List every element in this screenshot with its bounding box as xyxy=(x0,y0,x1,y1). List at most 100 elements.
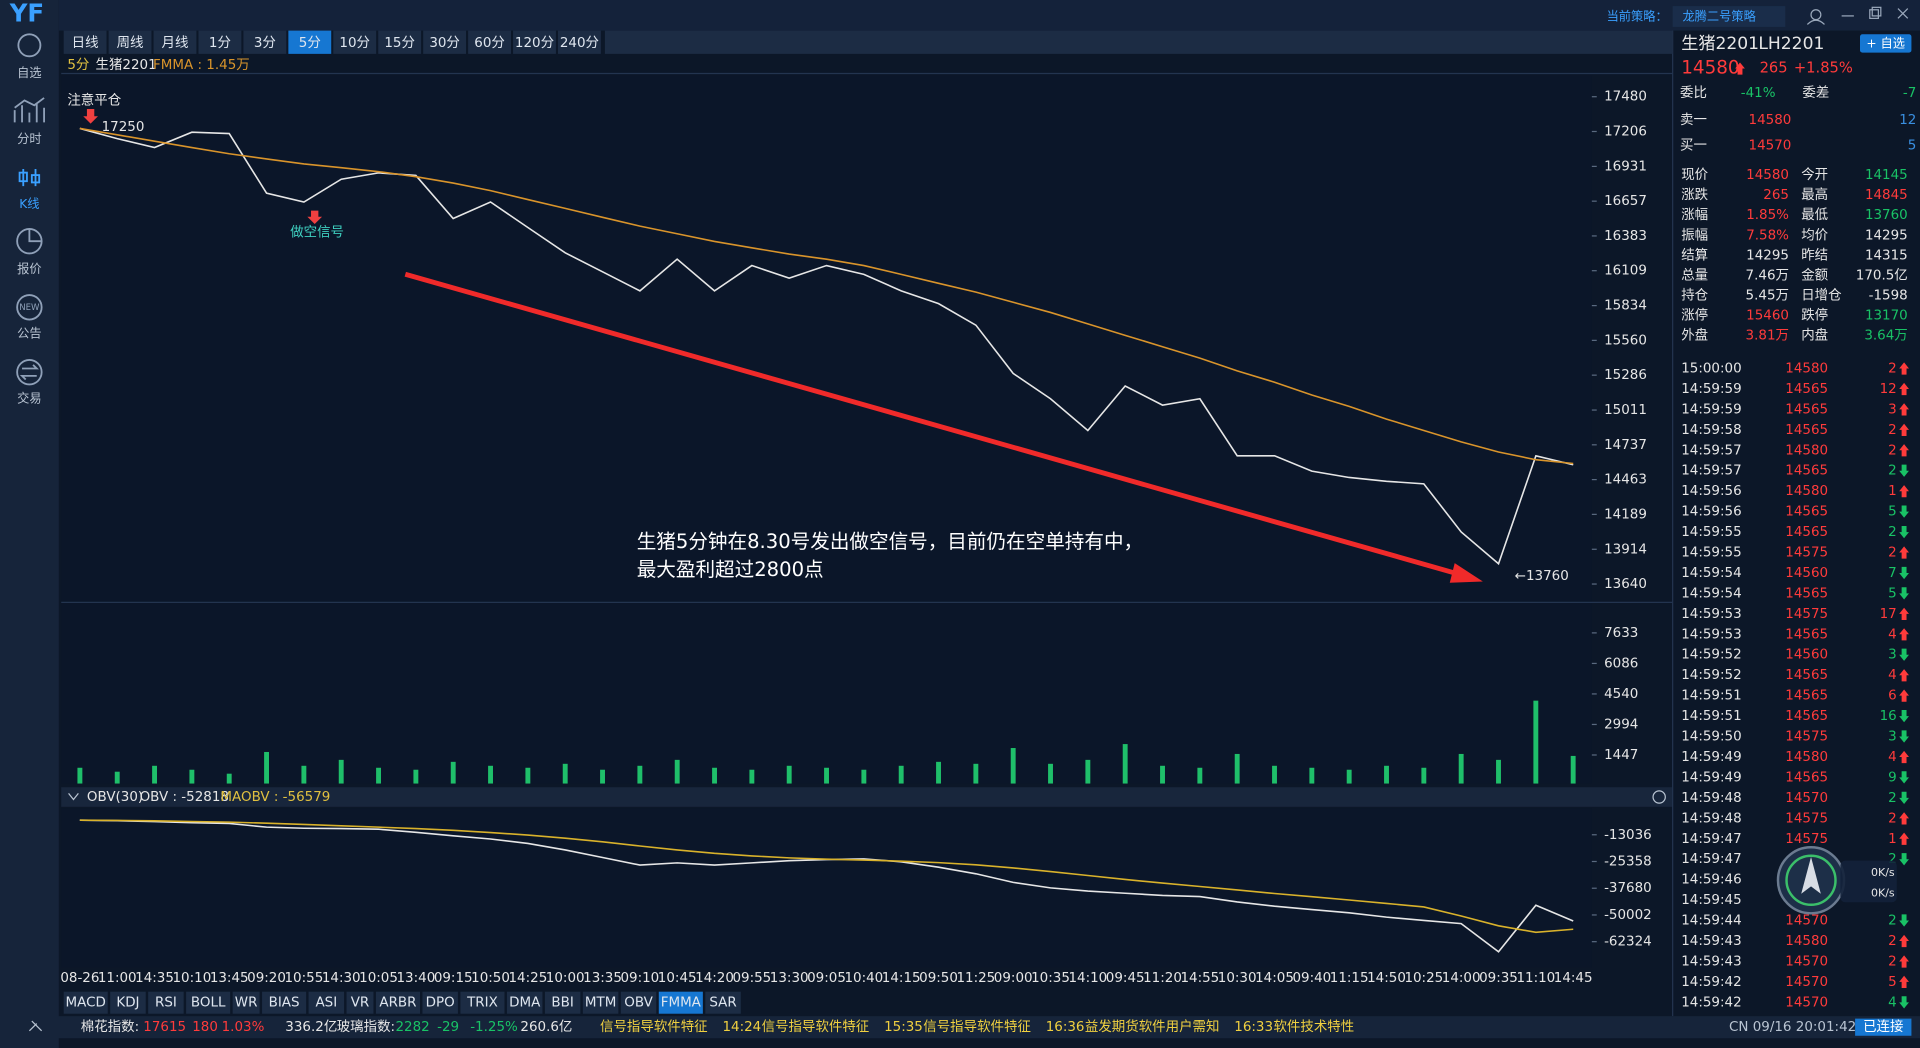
index-change: 180 xyxy=(192,1020,218,1035)
indicator-tab[interactable] xyxy=(506,991,543,1014)
nav-item[interactable]: 交易 xyxy=(17,391,41,406)
indicator-tab[interactable] xyxy=(460,991,505,1014)
period-tab[interactable] xyxy=(198,30,242,54)
indicator-tab[interactable] xyxy=(544,991,581,1014)
period-tab[interactable] xyxy=(468,30,511,54)
collapse-icon[interactable] xyxy=(68,792,79,801)
label: 均价 xyxy=(1801,227,1828,243)
nav-item[interactable]: 分时 xyxy=(17,132,41,146)
period-tab[interactable] xyxy=(513,30,556,54)
period-label[interactable]: 60分 xyxy=(474,35,505,51)
period-label[interactable]: 日线 xyxy=(72,35,99,51)
volume-bar xyxy=(338,759,344,784)
period-label[interactable]: 120分 xyxy=(515,35,554,51)
indicator-tab[interactable] xyxy=(232,991,260,1014)
indicator-tab[interactable] xyxy=(63,991,108,1014)
window-controls[interactable] xyxy=(1806,6,1909,25)
indicator-label[interactable]: TRIX xyxy=(466,996,498,1011)
indicator-label[interactable]: DPO xyxy=(426,996,455,1011)
nav-item[interactable]: K线 xyxy=(19,197,39,211)
indicator-label[interactable]: FMMA xyxy=(661,996,702,1011)
nav-item[interactable]: 公告 xyxy=(17,327,41,341)
label: 最低 xyxy=(1801,207,1828,223)
indicator-tab[interactable] xyxy=(346,991,374,1014)
period-tab[interactable] xyxy=(558,30,601,54)
nav-item[interactable]: 报价 xyxy=(17,261,41,276)
indicator-label[interactable]: SAR xyxy=(709,996,736,1011)
indicator-label[interactable]: WR xyxy=(235,996,258,1011)
tick-time: 14:59:59 xyxy=(1681,382,1741,397)
y-tick-label: -13036 xyxy=(1604,828,1652,843)
indicator-tab[interactable] xyxy=(110,991,146,1014)
period-tab[interactable] xyxy=(378,30,422,54)
period-label[interactable]: 15分 xyxy=(384,35,415,51)
field-value: 14145 xyxy=(1865,168,1908,183)
volume-bar xyxy=(413,769,419,784)
x-tick-label: 10:40 xyxy=(844,971,883,986)
nav-icons xyxy=(13,33,45,386)
x-tick-label: 14:05 xyxy=(1255,971,1294,986)
period-label[interactable]: 10分 xyxy=(339,35,370,51)
news-text[interactable]: 信号指导软件特征 xyxy=(600,1019,708,1035)
add-watch[interactable] xyxy=(1860,34,1912,53)
x-tick-label: 09:20 xyxy=(247,971,286,986)
tick-time: 15:00:00 xyxy=(1681,362,1741,377)
period-label[interactable]: 月线 xyxy=(162,35,189,51)
indicator-tab[interactable] xyxy=(620,991,657,1014)
indicator-label[interactable]: BOLL xyxy=(191,996,226,1011)
indicator-label[interactable]: ASI xyxy=(315,996,337,1011)
indicator-tab[interactable] xyxy=(658,991,703,1014)
period-tab[interactable] xyxy=(153,30,197,54)
tick-time: 14:59:52 xyxy=(1681,668,1741,683)
indicator-label[interactable]: KDJ xyxy=(116,996,139,1011)
y-tick-label: 15560 xyxy=(1604,333,1647,348)
indicator-label[interactable]: BBI xyxy=(551,996,573,1011)
period-label[interactable]: 30分 xyxy=(429,35,460,51)
news-text[interactable]: 软件技术特性 xyxy=(1273,1019,1354,1035)
period-label[interactable]: 1分 xyxy=(209,35,231,51)
period-tab[interactable] xyxy=(333,30,377,54)
add-watch-label[interactable]: + 自选 xyxy=(1866,37,1905,51)
volume-bar xyxy=(264,751,269,784)
period-tab[interactable] xyxy=(63,30,107,54)
indicator-tab[interactable] xyxy=(262,991,307,1014)
tick-vol: 2 xyxy=(1888,464,1897,479)
period-label[interactable]: 周线 xyxy=(117,35,144,51)
period-label[interactable]: 3分 xyxy=(254,35,276,51)
close-icon[interactable] xyxy=(1652,790,1666,804)
strategy-select[interactable] xyxy=(1672,6,1786,27)
indicator-label[interactable]: OBV xyxy=(624,996,653,1011)
nav-item[interactable]: 自选 xyxy=(17,66,41,80)
news-text[interactable]: 信号指导软件特征 xyxy=(923,1019,1031,1035)
period-tab[interactable] xyxy=(108,30,152,54)
volume-bar xyxy=(861,769,867,784)
news-text[interactable]: 益发期货软件用户需知 xyxy=(1085,1018,1220,1035)
indicator-label[interactable]: MTM xyxy=(585,996,616,1011)
period-tab[interactable] xyxy=(288,30,332,54)
period-tab[interactable] xyxy=(243,30,287,54)
period-tab[interactable] xyxy=(423,30,467,54)
indicator-label[interactable]: RSI xyxy=(155,996,177,1011)
chart-symbol: 生猪2201 xyxy=(96,57,157,73)
indicator-label[interactable]: VR xyxy=(351,996,370,1011)
indicator-tab[interactable] xyxy=(148,991,184,1014)
tick-price: 14580 xyxy=(1785,750,1828,765)
period-label[interactable]: 240分 xyxy=(560,35,599,51)
indicator-tab[interactable] xyxy=(186,991,231,1014)
news-text[interactable]: 信号指导软件特征 xyxy=(762,1019,870,1035)
indicator-tab[interactable] xyxy=(422,991,458,1014)
indicator-label[interactable]: MACD xyxy=(66,996,106,1011)
tick-time: 14:59:56 xyxy=(1681,484,1741,499)
indicator-tab[interactable] xyxy=(308,991,345,1014)
indicator-label[interactable]: BIAS xyxy=(269,996,300,1011)
indicator-label[interactable]: DMA xyxy=(509,996,541,1011)
obv-legend: MAOBV : -56579 xyxy=(220,790,330,805)
strategy-label: 当前策略： xyxy=(1607,9,1668,24)
x-tick-label: 10:35 xyxy=(1031,971,1070,986)
indicator-label[interactable]: ARBR xyxy=(379,996,416,1011)
indicator-tab[interactable] xyxy=(705,991,741,1014)
indicator-tab[interactable] xyxy=(582,991,619,1014)
indicator-tab[interactable] xyxy=(375,991,420,1014)
period-label[interactable]: 5分 xyxy=(299,35,321,51)
